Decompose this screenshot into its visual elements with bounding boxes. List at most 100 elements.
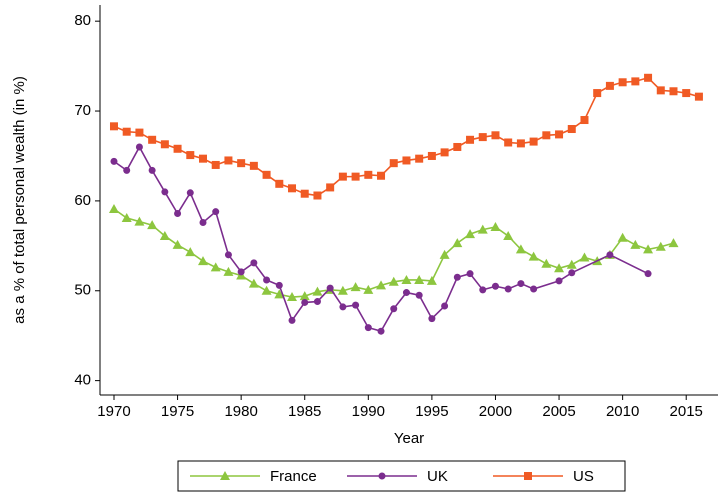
legend-box (177, 460, 626, 492)
marker (338, 172, 347, 181)
marker (453, 273, 461, 281)
x-tick-label: 2015 (670, 403, 703, 420)
marker (579, 252, 590, 262)
marker (529, 137, 538, 146)
marker (567, 125, 576, 134)
marker (542, 131, 551, 140)
marker (517, 280, 525, 288)
marker (668, 238, 679, 248)
marker (388, 276, 399, 286)
marker (504, 285, 512, 293)
marker (515, 244, 526, 254)
marker (568, 269, 576, 277)
marker (148, 135, 157, 144)
marker (439, 249, 450, 259)
marker (593, 89, 602, 98)
marker (224, 156, 233, 165)
marker (110, 157, 118, 165)
x-tick-label: 1985 (288, 403, 321, 420)
marker (377, 171, 386, 180)
marker (415, 291, 423, 299)
legend-label: UK (427, 468, 448, 485)
marker (186, 151, 195, 160)
y-tick-label: 80 (74, 12, 91, 29)
x-tick-label: 1975 (161, 403, 194, 420)
legend-label: France (270, 468, 317, 485)
marker (682, 89, 691, 98)
marker (530, 285, 538, 293)
marker (390, 305, 398, 313)
marker (300, 189, 309, 198)
marker (173, 144, 182, 153)
marker (134, 216, 145, 226)
marker (301, 298, 309, 306)
marker (122, 127, 131, 136)
marker (669, 87, 678, 96)
marker (389, 159, 398, 168)
marker (643, 244, 654, 254)
marker (351, 172, 360, 181)
marker (477, 224, 488, 234)
marker (644, 270, 652, 278)
marker (108, 203, 119, 213)
marker (555, 277, 563, 285)
legend-label: US (573, 468, 594, 485)
marker (414, 274, 425, 284)
marker (428, 315, 436, 323)
marker (364, 170, 373, 179)
marker (109, 122, 118, 131)
marker (287, 292, 298, 302)
marker (401, 274, 412, 284)
marker (123, 166, 131, 174)
marker (161, 188, 169, 196)
marker (313, 298, 321, 306)
marker (631, 77, 640, 86)
marker (147, 220, 158, 230)
x-tick-label: 1990 (352, 403, 385, 420)
marker (656, 86, 665, 95)
marker (453, 142, 462, 151)
x-tick-label: 1980 (224, 403, 257, 420)
marker (377, 327, 385, 335)
x-tick-label: 1970 (97, 403, 130, 420)
y-tick-label: 50 (74, 282, 91, 299)
marker (478, 133, 487, 142)
marker (363, 284, 374, 294)
marker (248, 278, 259, 288)
marker (312, 286, 323, 296)
marker (337, 285, 348, 295)
marker (249, 161, 258, 170)
marker (220, 471, 230, 480)
marker (504, 138, 513, 147)
marker (541, 258, 552, 268)
marker (261, 285, 272, 295)
x-tick-label: 2000 (479, 403, 512, 420)
marker (618, 78, 627, 87)
x-tick-label: 2010 (606, 403, 639, 420)
marker (274, 289, 285, 299)
marker (516, 139, 525, 148)
marker (224, 251, 232, 259)
marker (262, 170, 271, 179)
marker (528, 251, 539, 261)
marker (160, 140, 169, 149)
marker (644, 73, 653, 82)
marker (121, 212, 132, 222)
marker (211, 160, 220, 169)
marker (185, 247, 196, 257)
marker (237, 159, 246, 168)
marker (580, 116, 589, 125)
marker (148, 166, 156, 174)
marker (159, 230, 170, 240)
marker (275, 281, 283, 289)
marker (427, 151, 436, 160)
marker (186, 189, 194, 197)
marker (135, 128, 144, 137)
y-tick-label: 40 (74, 372, 91, 389)
marker (326, 284, 334, 292)
marker (554, 263, 565, 273)
marker (212, 208, 220, 216)
marker (313, 191, 322, 200)
marker (491, 282, 499, 290)
